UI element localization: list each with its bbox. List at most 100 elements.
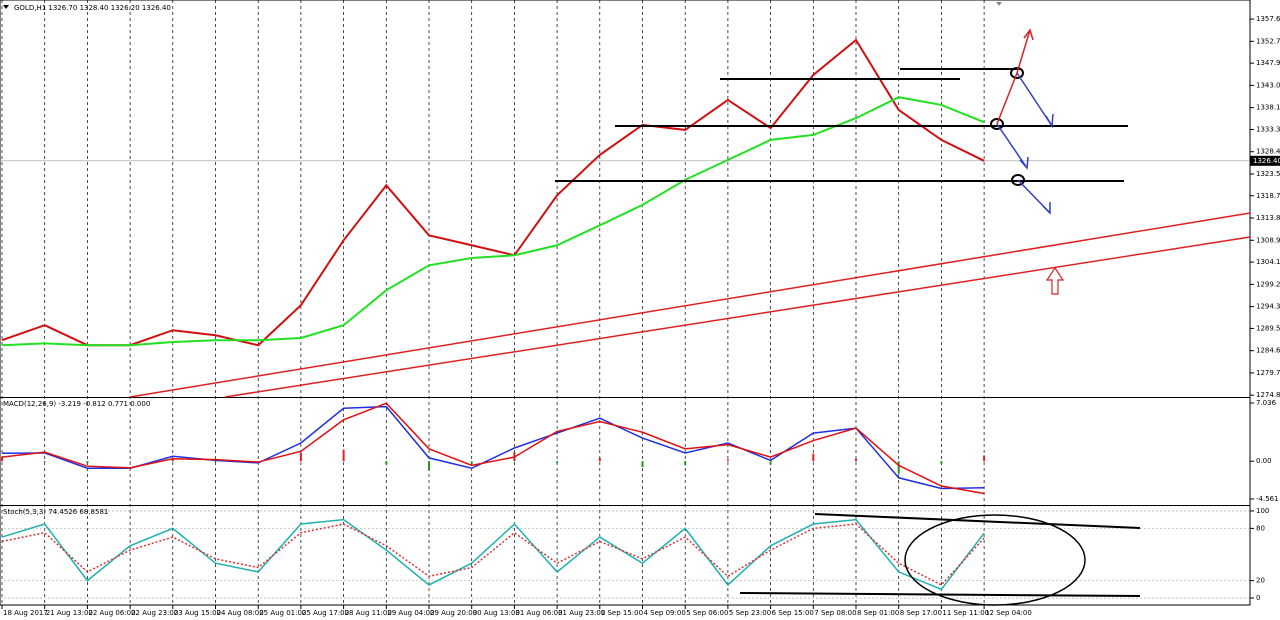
y-tick-label: 1304.10 — [1256, 258, 1280, 266]
series-line — [1, 405, 985, 490]
series-line — [1, 402, 985, 495]
circle-mark — [1011, 174, 1025, 186]
x-tick-label: 21 Aug 13:00 — [46, 609, 93, 617]
x-tick-label: 29 Aug 20:00 — [430, 609, 477, 617]
y-tick-label: 1333.30 — [1256, 125, 1280, 133]
shift-marker — [996, 2, 1002, 6]
y-tick-label: 1357.60 — [1256, 15, 1280, 23]
y-tick-label: 7.036 — [1256, 399, 1277, 407]
histogram-bar — [684, 461, 687, 466]
histogram-bar — [641, 461, 644, 468]
histogram-bar — [342, 449, 345, 462]
y-tick-label: 1279.70 — [1256, 369, 1280, 377]
histogram-bar — [86, 461, 89, 464]
x-tick-label: 7 Sep 08:00 — [814, 609, 856, 617]
x-tick-label: 18 Aug 2017 — [3, 609, 48, 617]
arrow-head — [1023, 28, 1034, 41]
histogram-bar — [769, 461, 772, 465]
y-tick-label: 1299.20 — [1256, 280, 1280, 288]
histogram-bar — [812, 453, 815, 462]
y-tick-label: 1318.70 — [1256, 192, 1280, 200]
histogram-bar — [214, 461, 217, 463]
x-tick-label: 28 Aug 11:00 — [345, 609, 392, 617]
x-tick-label: 30 Aug 13:00 — [473, 609, 520, 617]
arrow-head — [1042, 202, 1051, 215]
price-label: 1326.40 — [1253, 157, 1280, 165]
x-tick-label: 8 Sep 17:00 — [900, 609, 942, 617]
histogram-bar — [598, 457, 601, 462]
x-tick-label: 31 Aug 06:00 — [515, 609, 562, 617]
histogram-bar — [428, 461, 430, 471]
symbol-menu — [3, 5, 9, 9]
histogram-bar — [299, 452, 302, 462]
x-tick-label: 29 Aug 04:00 — [387, 609, 434, 617]
histogram-bar — [385, 461, 388, 465]
series-line — [1, 523, 985, 586]
arrow — [996, 123, 1028, 169]
price-label-bg — [1250, 155, 1280, 166]
x-tick-label: 4 Sep 09:00 — [644, 609, 686, 617]
y-tick-label: 1289.50 — [1256, 324, 1280, 332]
histogram-bar — [726, 459, 729, 462]
circle-mark — [904, 514, 1086, 606]
trend-line — [814, 513, 1141, 529]
y-tick-label: 1294.30 — [1256, 303, 1280, 311]
annotations — [3, 2, 1251, 606]
trend-line — [129, 212, 1251, 398]
x-tick-label: 6 Sep 15:00 — [772, 609, 814, 617]
panel-title: GOLD,H1 1326.70 1328.40 1326.20 1326.40 — [14, 4, 171, 12]
y-tick-label: 1284.60 — [1256, 347, 1280, 355]
y-tick-label: 0 — [1256, 594, 1260, 602]
histogram-bar — [470, 461, 473, 465]
y-tick-label: 80 — [1256, 524, 1265, 532]
histogram-bar — [940, 461, 943, 464]
y-tick-label: 1343.00 — [1256, 81, 1280, 89]
x-tick-label: 5 Sep 06:00 — [686, 609, 728, 617]
panel-title: Stoch(5,3,3) 74.4526 68.8581 — [3, 508, 108, 516]
trend-line — [224, 236, 1251, 398]
x-tick-label: 22 Aug 23:00 — [131, 609, 178, 617]
arrow-head — [1019, 156, 1029, 170]
x-tick-label: 12 Sep 04:00 — [985, 609, 1032, 617]
y-tick-label: 0.00 — [1256, 457, 1272, 465]
x-tick-label: 11 Sep 11:00 — [942, 609, 989, 617]
up-arrow — [1045, 266, 1065, 295]
circle-mark — [990, 118, 1004, 130]
y-tick-label: 1347.90 — [1256, 59, 1280, 67]
y-tick-label: 1323.50 — [1256, 170, 1280, 178]
y-tick-label: 1313.80 — [1256, 214, 1280, 222]
y-tick-label: 1352.70 — [1256, 37, 1280, 45]
histogram-bar — [897, 461, 900, 474]
y-tick-label: -4.561 — [1256, 495, 1279, 503]
series-line — [1, 38, 985, 347]
series-line — [1, 518, 985, 591]
histogram-bar — [171, 458, 174, 462]
histogram-bar — [43, 461, 46, 463]
histogram-bar — [983, 455, 986, 462]
panel-title: MACD(12,26,9) -3.219 -0.812 0.771 0.000 — [3, 400, 150, 408]
x-tick-label: 25 Aug 01:00 — [259, 609, 306, 617]
histogram-bar — [556, 461, 559, 463]
x-tick-label: 22 Aug 06:00 — [88, 609, 135, 617]
y-tick-label: 1338.10 — [1256, 104, 1280, 112]
circle-mark — [1010, 67, 1024, 79]
x-tick-label: 23 Aug 15:00 — [174, 609, 221, 617]
y-tick-label: 1308.90 — [1256, 236, 1280, 244]
x-tick-label: 31 Aug 23:00 — [558, 609, 605, 617]
x-tick-label: 8 Sep 01:00 — [857, 609, 899, 617]
x-tick-label: 25 Aug 17:00 — [302, 609, 349, 617]
histogram-bar — [1, 457, 3, 462]
series-line — [1, 96, 985, 347]
x-tick-label: 5 Sep 23:00 — [729, 609, 771, 617]
y-tick-label: 1274.80 — [1256, 391, 1280, 399]
x-tick-label: 1 Sep 15:00 — [601, 609, 643, 617]
x-tick-label: 24 Aug 08:00 — [217, 609, 264, 617]
frame — [0, 0, 1251, 606]
arrow-head — [1045, 113, 1054, 129]
y-tick-label: 100 — [1256, 507, 1269, 515]
y-tick-label: 20 — [1256, 577, 1265, 585]
trend-line — [739, 592, 1141, 597]
y-tick-label: 1328.40 — [1256, 148, 1280, 156]
